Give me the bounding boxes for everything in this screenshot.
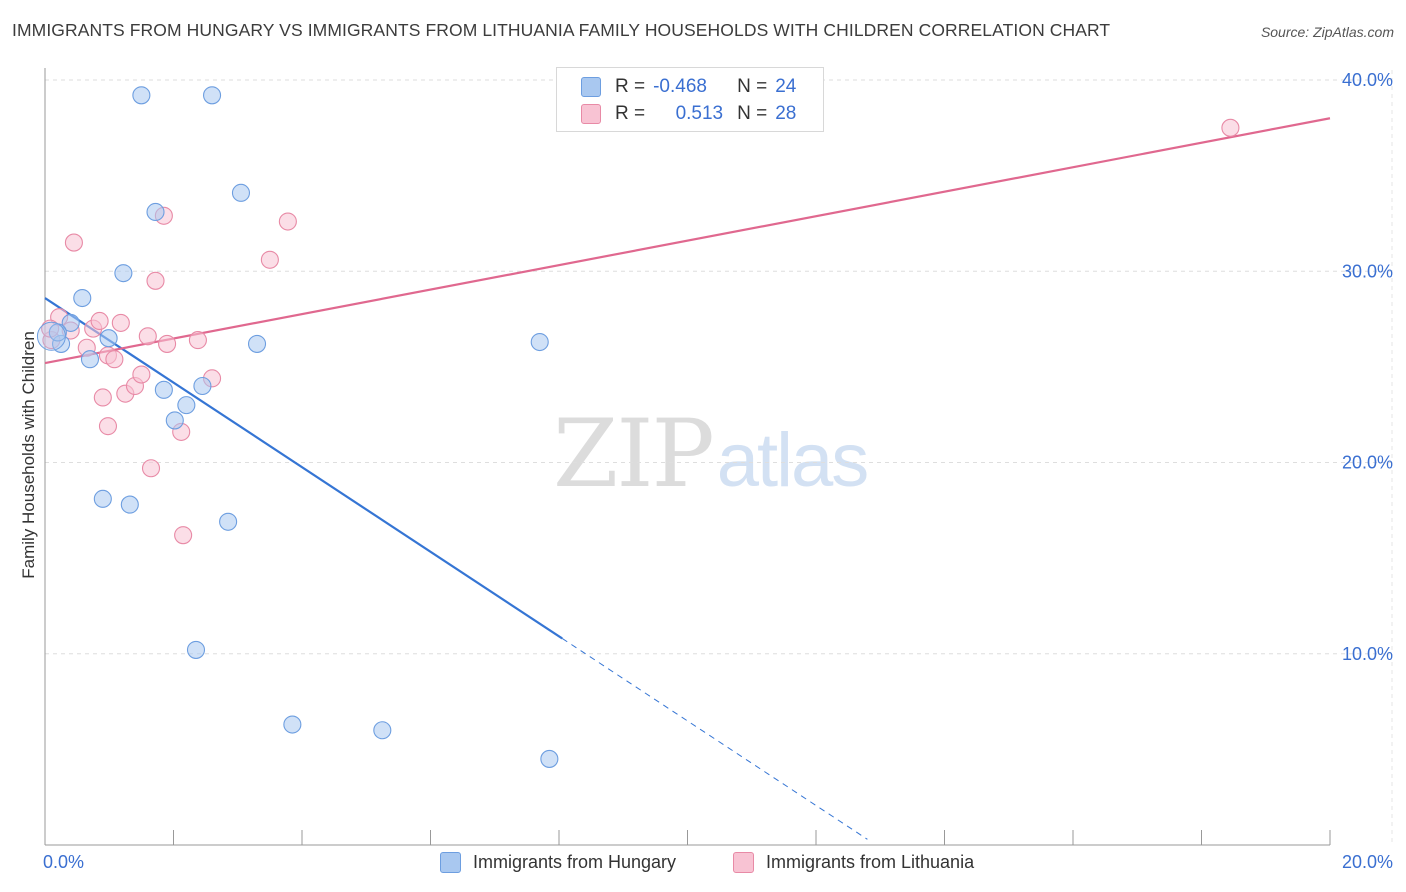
x-tick-label-max: 20.0%	[1341, 852, 1393, 872]
watermark-zip: ZIP	[553, 400, 715, 509]
data-point-lithuania	[146, 271, 165, 290]
legend-n-value: 24	[775, 76, 797, 97]
y-tick-label: 10.0%	[1342, 644, 1393, 664]
data-points	[36, 86, 1240, 768]
data-point-hungary	[120, 495, 139, 514]
legend-n-label: N =	[737, 103, 768, 124]
legend-n-value: 28	[775, 103, 797, 124]
data-point-lithuania	[111, 313, 130, 332]
legend-r-label: R =	[615, 103, 646, 124]
stats-legend: R = -0.468 N = 24 R = 0.513 N = 28	[556, 67, 824, 132]
trend-line-hungary	[44, 297, 563, 640]
legend-r-value: -0.468	[653, 76, 707, 97]
data-point-hungary	[247, 334, 267, 353]
data-point-hungary	[80, 350, 100, 369]
data-point-lithuania	[158, 334, 177, 353]
data-point-lithuania	[132, 365, 151, 384]
trend-line-extension-hungary	[561, 638, 868, 840]
chart-title: IMMIGRANTS FROM HUNGARY VS IMMIGRANTS FR…	[12, 20, 1111, 40]
data-point-hungary	[99, 329, 118, 348]
legend-label-lithuania: Immigrants from Lithuania	[766, 852, 975, 872]
data-point-lithuania	[105, 350, 124, 369]
data-point-hungary	[373, 721, 392, 740]
data-point-lithuania	[174, 526, 193, 545]
data-point-hungary	[203, 86, 222, 105]
legend-swatch-lithuania	[733, 852, 754, 873]
watermark-atlas: atlas	[716, 418, 870, 503]
data-point-hungary	[165, 411, 184, 430]
data-point-hungary	[193, 376, 212, 396]
data-point-hungary	[146, 202, 165, 222]
legend-swatch-hungary	[440, 852, 461, 873]
data-point-hungary	[73, 288, 92, 308]
legend-r-value: 0.513	[675, 103, 724, 124]
trend-line-lithuania	[44, 117, 1331, 365]
data-point-hungary	[540, 749, 559, 768]
data-point-hungary	[93, 489, 112, 508]
y-tick-label: 40.0%	[1342, 70, 1393, 90]
y-tick-label: 30.0%	[1342, 261, 1393, 281]
data-point-lithuania	[141, 459, 161, 478]
data-point-lithuania	[278, 212, 297, 231]
legend-row-hungary: R = -0.468 N = 24	[581, 75, 796, 99]
legend-item-lithuania: Immigrants from Lithuania	[733, 852, 974, 873]
legend-swatch-hungary	[581, 77, 601, 97]
data-point-hungary	[283, 715, 302, 734]
data-point-hungary	[154, 380, 173, 399]
source-label: Source: ZipAtlas.com	[1260, 24, 1394, 40]
data-point-hungary	[61, 313, 80, 332]
trend-lines	[44, 117, 1331, 840]
data-point-hungary	[177, 396, 196, 415]
watermark: ZIPatlas	[553, 400, 870, 509]
y-tick-label: 20.0%	[1342, 453, 1393, 473]
data-point-cluster	[36, 321, 66, 351]
data-point-hungary	[231, 183, 251, 202]
data-point-lithuania	[64, 233, 83, 252]
legend-r-label: R =	[615, 76, 646, 97]
data-point-hungary	[530, 332, 549, 352]
data-point-hungary	[219, 512, 238, 531]
data-point-lithuania	[98, 417, 118, 436]
data-point-lithuania	[1221, 118, 1240, 137]
legend-label-hungary: Immigrants from Hungary	[473, 852, 677, 872]
data-point-hungary	[132, 86, 151, 105]
data-point-lithuania	[90, 311, 109, 331]
data-point-lithuania	[138, 327, 157, 346]
data-point-lithuania	[188, 331, 207, 350]
data-point-lithuania	[93, 388, 112, 407]
legend-swatch-lithuania	[581, 104, 601, 124]
legend-item-hungary: Immigrants from Hungary	[440, 852, 676, 873]
data-point-hungary	[114, 264, 133, 283]
y-axis-label: Family Households with Children	[19, 331, 38, 579]
data-point-lithuania	[260, 250, 279, 269]
x-tick-label-min: 0.0%	[43, 852, 85, 872]
axes	[44, 68, 1331, 846]
tick-labels: 10.0% 20.0% 30.0% 40.0%	[1342, 70, 1393, 664]
legend-n-label: N =	[737, 76, 768, 97]
data-point-hungary	[186, 640, 206, 659]
legend-row-lithuania: R = 0.513 N = 28	[581, 102, 796, 126]
